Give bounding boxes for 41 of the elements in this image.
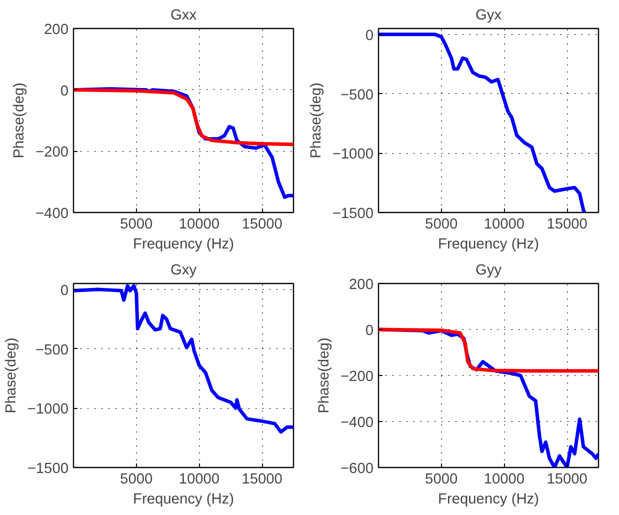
- x-axis-title: Frequency (Hz): [133, 236, 234, 252]
- x-tick-label: 10000: [484, 216, 525, 232]
- y-tick-label: −1500: [27, 461, 69, 477]
- y-tick-label: −400: [35, 206, 69, 222]
- x-tick-label: 10000: [178, 472, 220, 488]
- x-axis-title: Frequency (Hz): [133, 492, 234, 508]
- y-axis-title: Phase(deg): [3, 338, 20, 414]
- x-tick-label: 5000: [425, 472, 458, 488]
- y-tick-label: 200: [349, 277, 374, 293]
- x-tick-label: 15000: [242, 216, 282, 232]
- y-axis-title: Phase(deg): [11, 82, 28, 158]
- chart-title: Gyy: [475, 262, 502, 278]
- y-tick-label: −600: [340, 461, 374, 477]
- y-tick-label: 0: [60, 83, 69, 100]
- y-tick-label: 0: [365, 323, 374, 339]
- x-tick-label: 5000: [425, 216, 458, 232]
- y-tick-label: −1000: [332, 146, 374, 163]
- y-tick-label: 0: [365, 28, 374, 44]
- x-tick-label: 10000: [178, 216, 220, 232]
- y-tick-label: −500: [35, 342, 69, 358]
- y-tick-label: −200: [35, 144, 69, 161]
- y-axis-title: Phase(deg): [308, 82, 324, 158]
- x-tick-label: 15000: [546, 216, 588, 232]
- x-tick-label: 10000: [484, 472, 525, 488]
- y-tick-label: 0: [60, 282, 69, 299]
- y-tick-label: 200: [44, 22, 69, 38]
- y-axis-title: Phase(deg): [316, 338, 332, 414]
- x-axis-title: Frequency (Hz): [438, 236, 540, 252]
- y-tick-label: −1000: [27, 402, 69, 418]
- chart-title: Gxy: [170, 262, 198, 278]
- y-tick-label: −1500: [332, 206, 374, 222]
- x-tick-label: 5000: [120, 472, 153, 488]
- x-axis-title: Frequency (Hz): [438, 492, 540, 508]
- y-tick-label: −400: [340, 415, 374, 431]
- x-tick-label: 15000: [242, 472, 282, 488]
- x-tick-label: 5000: [120, 216, 153, 232]
- y-tick-label: −500: [340, 87, 374, 104]
- chart-title: Gxx: [170, 8, 198, 24]
- x-tick-label: 15000: [546, 472, 588, 488]
- chart-title: Gyx: [475, 8, 502, 24]
- y-tick-label: −200: [340, 369, 374, 385]
